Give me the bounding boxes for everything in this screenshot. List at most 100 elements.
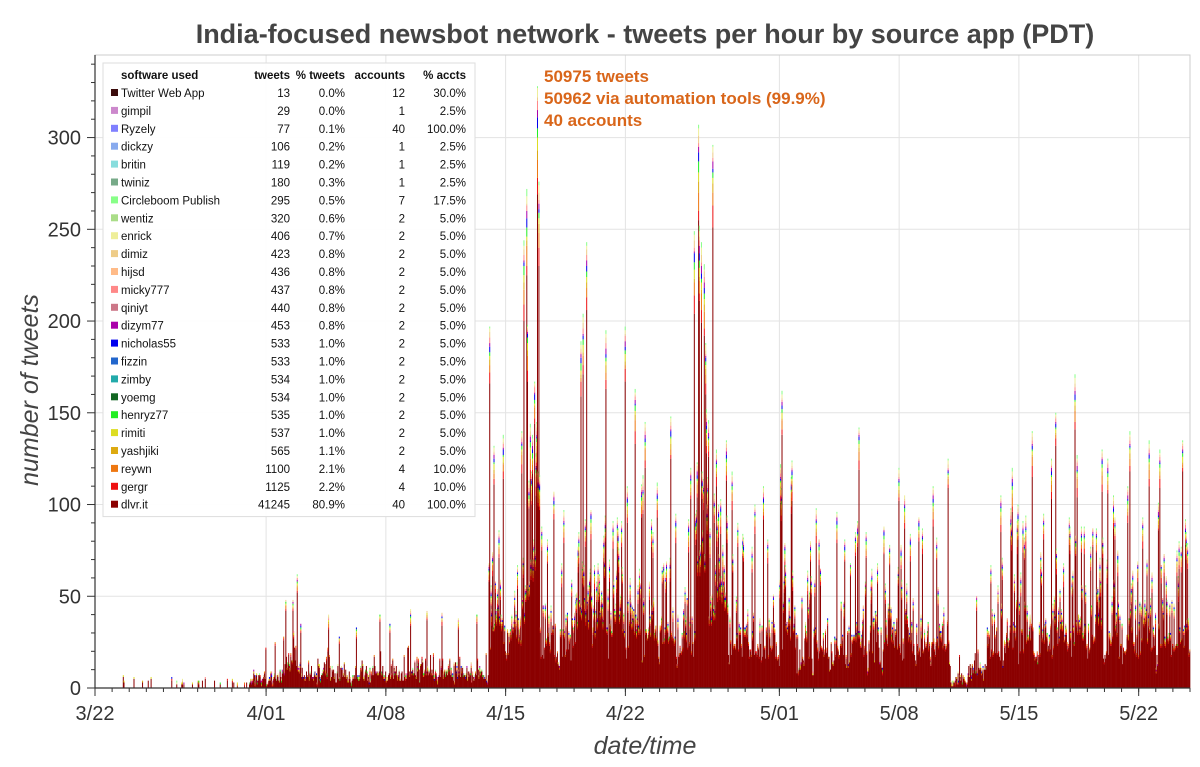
bar-segment [452,675,454,677]
bar-segment [858,460,860,470]
bar-segment [575,603,577,606]
bar-segment [287,664,289,688]
bar-segment [571,583,573,586]
bar-segment [646,631,648,633]
bar-segment [493,453,495,455]
bar-segment [602,621,604,624]
bar-segment [517,574,519,577]
bar-segment [538,232,540,248]
bar-segment [651,546,653,688]
bar-segment [308,660,310,663]
bar-segment [767,543,769,545]
bar-segment [782,601,784,604]
bar-segment [599,585,601,588]
bar-segment [947,478,949,485]
bar-segment [536,465,538,688]
bar-segment [921,539,923,542]
bar-segment [365,671,367,688]
bar-segment [452,676,454,688]
bar-segment [740,647,742,688]
bar-segment [517,623,519,628]
bar-segment [497,603,499,608]
bar-segment [386,678,388,681]
bar-segment [496,623,498,626]
bar-segment [479,671,481,688]
bar-segment [696,471,698,476]
bar-segment [780,502,782,688]
bar-segment [699,566,701,573]
bar-segment [896,620,898,622]
bar-segment [825,634,826,688]
bar-segment [973,669,975,688]
bar-segment [501,627,503,630]
bar-segment [688,535,690,538]
bar-segment [790,478,792,481]
bar-segment [589,568,591,571]
bar-segment [688,643,690,646]
bar-segment [916,625,918,628]
bar-segment [426,618,428,621]
bar-segment [893,623,895,626]
bar-segment [695,530,697,534]
bar-segment [580,354,582,358]
bar-segment [532,574,534,578]
bar-segment [219,682,221,685]
bar-segment [490,599,492,602]
bar-segment [862,620,864,688]
bar-segment [737,532,739,536]
bar-segment [604,521,606,523]
bar-segment [703,480,705,485]
bar-segment [787,623,789,626]
bar-segment [743,550,745,553]
bar-segment [651,528,653,531]
bar-segment [741,656,743,688]
bar-segment [643,656,645,688]
bar-segment [540,658,542,688]
bar-segment [504,627,506,630]
bar-segment [499,592,501,595]
bar-segment [942,645,944,648]
bar-segment [619,612,621,615]
bar-segment [982,669,984,688]
bar-segment [410,609,412,611]
bar-segment [624,354,626,362]
bar-segment [327,649,329,652]
bar-segment [580,374,582,378]
bar-segment [577,552,579,556]
bar-segment [600,614,602,617]
bar-segment [670,425,672,430]
bar-segment [584,598,586,600]
bar-segment [683,638,685,688]
bar-segment [417,660,419,663]
bar-segment [891,636,893,639]
bar-segment [571,620,573,622]
bar-segment [439,660,441,688]
bar-segment [824,649,826,652]
bar-segment [703,510,705,688]
bar-segment [616,583,618,589]
bar-segment [702,546,704,551]
bar-segment [491,612,493,615]
bar-segment [383,678,385,688]
bar-segment [862,618,864,621]
bar-segment [646,632,648,688]
bar-segment [880,634,882,688]
bar-segment [593,607,595,610]
bar-segment [513,625,515,628]
bar-segment [651,605,653,608]
bar-segment [579,610,581,615]
bar-segment [745,631,747,688]
bar-segment [508,634,510,637]
bar-segment [546,543,548,545]
bar-segment [326,675,328,677]
bar-segment [536,159,538,178]
bar-segment [898,473,900,477]
bar-segment [884,596,886,599]
bar-segment [729,623,731,628]
bar-segment [700,566,702,688]
bar-segment [581,614,583,617]
bar-segment [931,642,933,644]
bar-segment [904,522,906,529]
bar-segment [342,676,344,688]
bar-segment [656,517,658,688]
